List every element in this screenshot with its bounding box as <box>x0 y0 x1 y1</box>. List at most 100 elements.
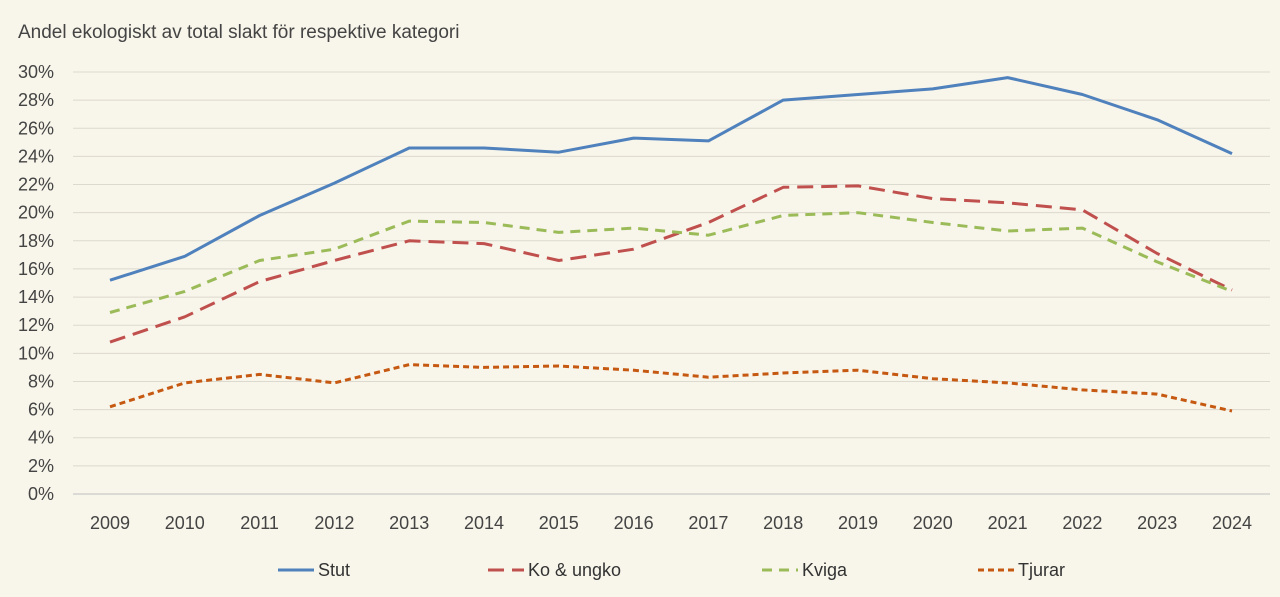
y-tick-label: 6% <box>28 400 54 420</box>
legend-label: Ko & ungko <box>528 560 621 580</box>
data-point <box>183 254 187 258</box>
data-point <box>258 213 262 217</box>
y-tick-label: 24% <box>18 146 54 166</box>
data-point <box>407 363 411 367</box>
data-point <box>632 368 636 372</box>
x-axis-ticks: 2009 2010 2011 2012 2013 2014 2015 2016 2017 2018… <box>90 513 1252 533</box>
data-point <box>332 381 336 385</box>
data-point <box>482 221 486 225</box>
data-point <box>781 98 785 102</box>
data-point <box>557 364 561 368</box>
y-axis-ticks: 0% 2% 4% 6% 8% 10% 12% 14% 16% 18% 20% 22% 24% 26% 28%… <box>18 62 54 504</box>
data-point <box>856 184 860 188</box>
legend: Stut Ko & ungko Kviga Tjurar <box>278 560 1065 580</box>
data-point <box>407 219 411 223</box>
y-tick-label: 28% <box>18 90 54 110</box>
data-point <box>258 280 262 284</box>
data-point <box>557 258 561 262</box>
gridlines <box>73 71 1270 495</box>
data-point <box>1080 226 1084 230</box>
data-point <box>1230 409 1234 413</box>
x-tick-label: 2017 <box>688 513 728 533</box>
x-tick-label: 2024 <box>1212 513 1252 533</box>
y-tick-label: 12% <box>18 315 54 335</box>
data-point <box>407 239 411 243</box>
y-tick-label: 16% <box>18 259 54 279</box>
y-tick-label: 2% <box>28 456 54 476</box>
data-point <box>856 368 860 372</box>
data-point <box>258 258 262 262</box>
data-point <box>482 146 486 150</box>
data-point <box>482 365 486 369</box>
data-point <box>931 197 935 201</box>
data-point <box>183 289 187 293</box>
data-point <box>557 150 561 154</box>
x-tick-label: 2011 <box>240 513 279 533</box>
legend-label: Stut <box>318 560 350 580</box>
y-tick-label: 0% <box>28 484 54 504</box>
data-point <box>1006 229 1010 233</box>
legend-label: Tjurar <box>1018 560 1065 580</box>
y-tick-label: 26% <box>18 118 54 138</box>
series-line-3 <box>109 211 1233 314</box>
x-tick-label: 2020 <box>913 513 953 533</box>
x-tick-label: 2016 <box>614 513 654 533</box>
y-axis-title: Andel ekologiskt av total slakt för resp… <box>18 22 460 43</box>
data-point <box>407 146 411 150</box>
y-tick-label: 30% <box>18 62 54 82</box>
data-point <box>1006 201 1010 205</box>
data-point <box>258 372 262 376</box>
data-point <box>706 375 710 379</box>
data-point <box>332 181 336 185</box>
data-point <box>183 381 187 385</box>
data-point <box>1155 118 1159 122</box>
data-point <box>108 278 112 282</box>
y-tick-label: 14% <box>18 287 54 307</box>
data-point <box>332 258 336 262</box>
x-tick-label: 2019 <box>838 513 878 533</box>
series-line-4 <box>109 363 1233 413</box>
data-point <box>1155 392 1159 396</box>
data-point <box>108 405 112 409</box>
y-tick-label: 10% <box>18 343 54 363</box>
series-line-1 <box>109 76 1233 282</box>
data-point <box>1006 381 1010 385</box>
data-point <box>931 377 935 381</box>
data-point <box>781 185 785 189</box>
data-point <box>706 233 710 237</box>
data-point <box>1155 251 1159 255</box>
data-point <box>1230 152 1234 156</box>
data-point <box>706 221 710 225</box>
y-tick-label: 18% <box>18 231 54 251</box>
legend-label: Kviga <box>802 560 848 580</box>
data-point <box>856 211 860 215</box>
data-point <box>931 87 935 91</box>
y-tick-label: 20% <box>18 203 54 223</box>
data-point <box>482 242 486 246</box>
x-tick-label: 2013 <box>389 513 429 533</box>
data-point <box>1006 76 1010 80</box>
x-tick-label: 2009 <box>90 513 130 533</box>
data-point <box>1080 93 1084 97</box>
x-tick-label: 2022 <box>1062 513 1102 533</box>
x-tick-label: 2012 <box>314 513 354 533</box>
series-line-2 <box>109 184 1233 344</box>
y-tick-label: 8% <box>28 371 54 391</box>
data-point <box>781 213 785 217</box>
y-tick-label: 22% <box>18 175 54 195</box>
x-tick-label: 2018 <box>763 513 803 533</box>
data-point <box>183 315 187 319</box>
x-tick-label: 2015 <box>539 513 579 533</box>
data-point <box>557 230 561 234</box>
data-point <box>1155 260 1159 264</box>
series-lines <box>108 76 1234 413</box>
data-point <box>632 226 636 230</box>
data-point <box>632 247 636 251</box>
x-tick-label: 2021 <box>988 513 1028 533</box>
data-point <box>856 93 860 97</box>
data-point <box>108 340 112 344</box>
data-point <box>931 221 935 225</box>
x-tick-label: 2010 <box>165 513 205 533</box>
